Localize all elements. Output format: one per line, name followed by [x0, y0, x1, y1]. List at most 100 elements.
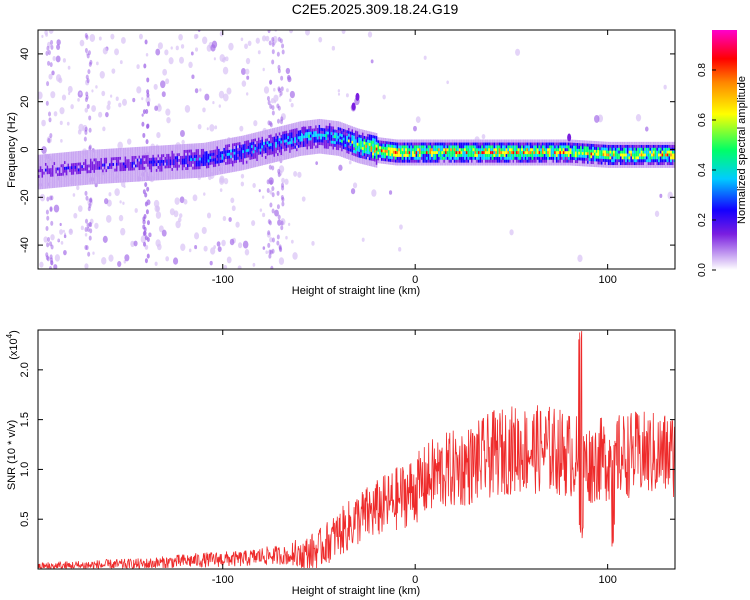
spectrogram-ridge-bin	[448, 162, 451, 166]
spectrogram-ridge-bin	[62, 152, 64, 156]
spectrogram-ridge-bin	[270, 128, 272, 132]
spectrogram-ridge-bin	[351, 126, 354, 130]
spectrogram-ridge-bin	[606, 150, 608, 154]
spectrogram-ridge-bin	[136, 152, 139, 156]
spectrogram-ridge-bin	[309, 131, 312, 135]
spectrogram-ridge-bin	[273, 150, 276, 154]
spectrogram-ridge-bin	[290, 146, 293, 150]
spectrogram-ridge-bin	[334, 129, 336, 133]
spectrogram-ridge-bin	[98, 178, 101, 182]
spectrogram-streak-dot	[88, 221, 92, 227]
spectrogram-ridge-bin	[313, 139, 315, 143]
spectrogram-ridge-bin	[304, 120, 307, 124]
spectrogram-ridge-bin	[160, 162, 163, 166]
spectrogram-ridge-bin	[509, 150, 511, 155]
spectrogram-ridge-bin	[573, 148, 575, 152]
spectrogram-ridge-bin	[67, 174, 70, 178]
spectrogram-ridge-bin	[491, 145, 494, 149]
spectrogram-ridge-bin	[204, 168, 206, 172]
spectrogram-noise-dot	[253, 120, 258, 127]
spectrogram-ridge-bin	[117, 159, 120, 163]
spectrogram-ridge-bin	[282, 154, 284, 158]
spectrogram-ridge-bin	[363, 161, 366, 165]
spectrogram-ridge-bin	[63, 160, 66, 164]
spectrogram-ridge-bin	[341, 133, 343, 137]
spectrogram-ridge-bin	[264, 132, 267, 136]
spectrogram-ridge-bin	[593, 155, 596, 159]
spectrogram-ridge-bin	[502, 148, 504, 152]
spectrogram-ridge-bin	[379, 151, 381, 155]
spectrogram-ridge-bin	[464, 148, 466, 152]
spectrogram-ridge-bin	[453, 162, 456, 166]
spectrogram-ridge-bin	[585, 163, 587, 167]
spectrogram-ridge-bin	[429, 153, 432, 157]
spectrogram-ridge-bin	[202, 154, 205, 158]
spectrogram-ridge-bin	[583, 157, 586, 161]
spectrogram-noise-dot	[399, 224, 403, 230]
spectrogram-ridge-bin	[109, 165, 111, 169]
spectrogram-ridge-bin	[138, 158, 141, 162]
spectrogram-ridge-bin	[621, 153, 624, 157]
spectrogram-ridge-bin	[252, 135, 255, 139]
spectrogram-ridge-bin	[498, 162, 501, 166]
spectrogram-noise-dot	[110, 94, 113, 98]
spectrogram-ridge-bin	[86, 158, 89, 162]
spectrogram-ridge-bin	[271, 154, 274, 158]
spectrogram-ridge-bin	[500, 159, 503, 163]
spectrogram-ridge-bin	[214, 149, 217, 153]
spectrogram-ridge-bin	[43, 174, 45, 178]
spectrogram-ridge-bin	[613, 159, 615, 163]
spectrogram-ridge-bin	[342, 143, 345, 147]
spectrogram-ridge-bin	[356, 133, 359, 138]
spectrogram-ridge-bin	[419, 139, 421, 143]
spectrogram-ridge-bin	[590, 160, 593, 164]
spectrogram-ridge-bin	[379, 154, 381, 158]
spectrogram-noise-dot	[509, 229, 514, 236]
spectrogram-ridge-bin	[334, 138, 336, 142]
spectrogram-ridge-bin	[673, 156, 675, 160]
spectrogram-ridge-bin	[302, 152, 305, 156]
spectrogram-ridge-bin	[514, 145, 516, 149]
spectrogram-ridge-bin	[348, 156, 350, 160]
spectrogram-ridge-bin	[604, 150, 606, 154]
spectrogram-ridge-bin	[496, 145, 499, 149]
spectrogram-noise-dot	[446, 80, 449, 85]
spectrogram-ridge-bin	[353, 155, 355, 159]
spectrogram-ridge-bin	[140, 161, 142, 165]
spectrogram-ridge-bin	[562, 162, 565, 166]
spectrogram-ridge-bin	[382, 157, 385, 161]
spectrogram-ridge-bin	[554, 148, 556, 152]
spectrogram-ridge-bin	[453, 145, 456, 149]
spectrogram-ridge-bin	[211, 152, 213, 156]
spectrogram-ridge-bin	[162, 159, 165, 163]
spectrogram-ridge-bin	[70, 177, 73, 181]
spectrogram-ridge-bin	[349, 154, 352, 158]
spectrogram-ridge-bin	[531, 142, 534, 146]
spectrogram-ridge-bin	[159, 151, 161, 155]
spectrogram-ridge-bin	[93, 158, 96, 162]
spectrogram-noise-dot	[59, 229, 64, 235]
spectrogram-ridge-bin	[547, 156, 549, 160]
spectrogram-ridge-bin	[417, 153, 419, 157]
spectrogram-ridge-bin	[51, 156, 54, 160]
spectrogram-ridge-bin	[121, 165, 123, 169]
spectrogram-ridge-bin	[309, 128, 312, 132]
spectrogram-ridge-bin	[171, 170, 173, 174]
spectrogram-ridge-bin	[510, 150, 513, 155]
spectrogram-ridge-bin	[384, 138, 387, 142]
spectrogram-ridge-bin	[361, 152, 364, 156]
spectrogram-ridge-bin	[173, 161, 175, 166]
spectrogram-noise-dot	[337, 92, 341, 96]
spectrogram-ridge-bin	[516, 159, 518, 163]
spectrogram-ridge-bin	[257, 143, 260, 147]
spectrogram-ridge-bin	[455, 156, 458, 160]
spectrogram-ridge-bin	[613, 141, 615, 145]
spectrogram-ridge-bin	[238, 164, 241, 168]
spectrogram-noise-dot	[274, 209, 279, 217]
spectrogram-ridge-bin	[372, 163, 374, 167]
snr-series-line	[38, 330, 675, 569]
spectrogram-ridge-bin	[183, 169, 186, 173]
spectrogram-ridge-bin	[516, 142, 518, 146]
spectrogram-ridge-bin	[647, 153, 650, 157]
